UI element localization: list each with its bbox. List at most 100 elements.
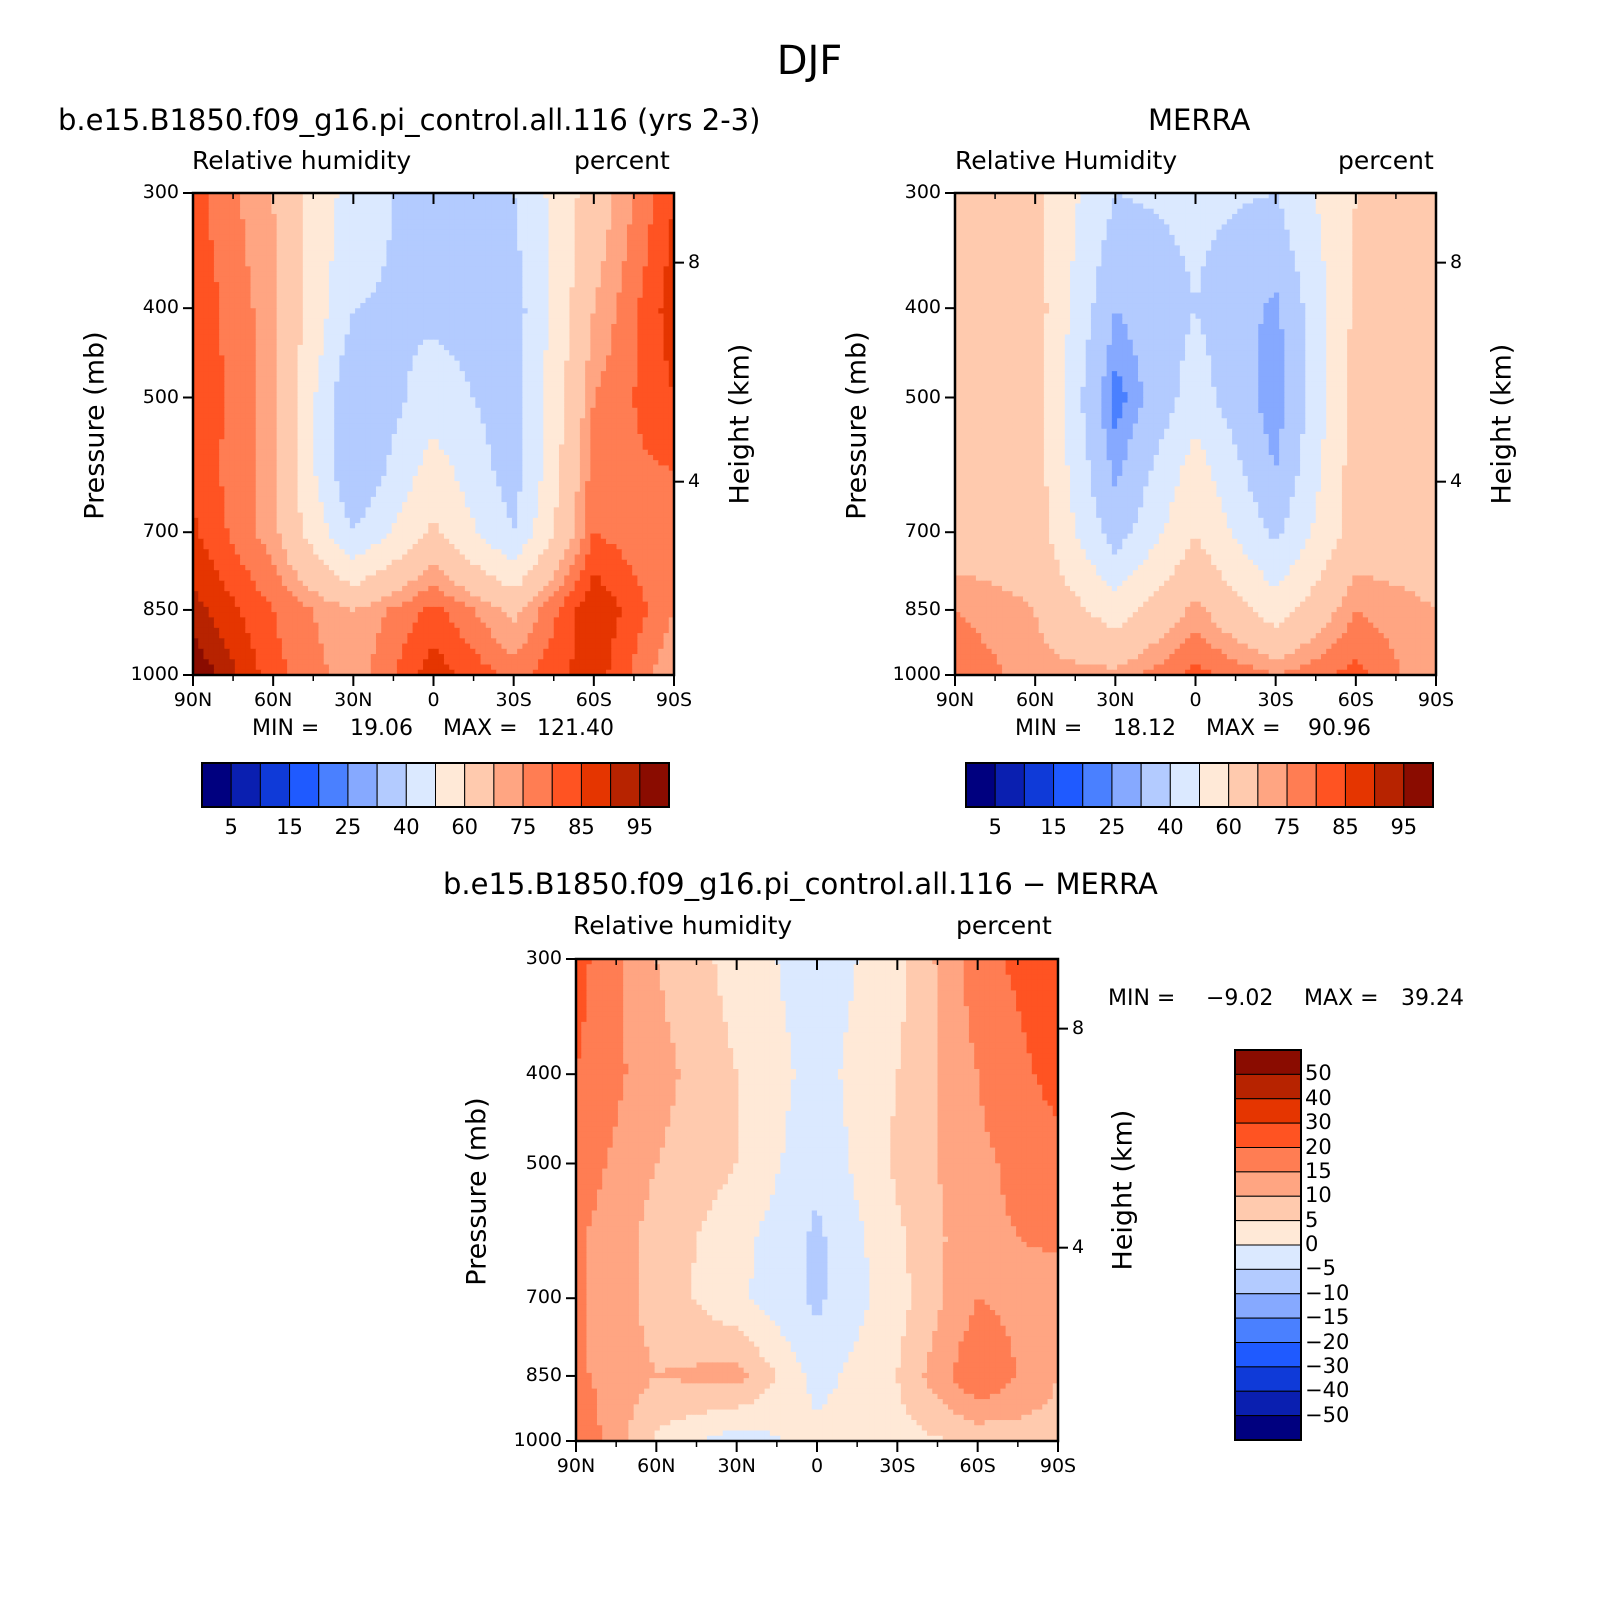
contour-cell — [412, 208, 419, 215]
contour-cell — [491, 292, 497, 299]
contour-cell — [313, 381, 320, 388]
contour-cell — [365, 376, 372, 383]
contour-cell — [323, 360, 330, 367]
contour-cell — [349, 413, 356, 419]
contour-cell — [339, 371, 346, 377]
contour-cell — [417, 418, 424, 425]
contour-cell — [647, 407, 654, 414]
contour-cell — [606, 355, 612, 362]
contour-cell — [632, 449, 638, 456]
contour-cell — [208, 439, 215, 446]
contour-cell — [281, 397, 288, 404]
contour-cell — [407, 376, 414, 383]
contour-cell — [553, 454, 560, 461]
contour-cell — [480, 240, 487, 246]
contour-cell — [511, 240, 518, 246]
contour-cell — [579, 454, 586, 461]
contour-cell — [459, 303, 466, 309]
contour-cell — [255, 444, 262, 451]
contour-cell — [626, 329, 633, 336]
contour-cell — [433, 360, 440, 367]
contour-cell — [229, 397, 236, 404]
contour-cell — [323, 219, 330, 226]
contour-cell — [313, 449, 320, 456]
contour-cell — [339, 308, 346, 315]
contour-cell — [313, 339, 320, 346]
contour-cell — [308, 344, 314, 351]
contour-cell — [647, 465, 654, 472]
contour-cell — [193, 292, 199, 299]
contour-cell — [198, 371, 205, 377]
contour-cell — [449, 449, 456, 456]
contour-cell — [574, 271, 581, 278]
contour-cell — [245, 303, 252, 309]
contour-cell — [464, 308, 471, 315]
contour-cell — [595, 386, 602, 393]
contour-cell — [281, 444, 288, 451]
contour-cell — [658, 376, 665, 383]
contour-cell — [464, 350, 471, 357]
contour-cell — [292, 250, 299, 257]
contour-cell — [464, 250, 471, 257]
contour-cell — [334, 444, 340, 451]
contour-cell — [579, 208, 586, 215]
contour-cell — [443, 193, 450, 199]
contour-cell — [328, 470, 335, 477]
contour-cell — [381, 360, 388, 367]
contour-cell — [543, 266, 550, 273]
contour-cell — [219, 193, 225, 199]
contour-cell — [522, 219, 529, 226]
contour-cell — [485, 271, 492, 278]
contour-cell — [297, 234, 304, 241]
contour-cell — [240, 329, 246, 336]
contour-cell — [642, 407, 649, 414]
contour-cell — [548, 276, 555, 283]
contour-cell — [381, 292, 388, 299]
contour-cell — [428, 360, 435, 367]
contour-cell — [585, 234, 591, 241]
contour-cell — [365, 255, 372, 262]
contour-cell — [412, 303, 419, 309]
contour-cell — [287, 449, 293, 456]
contour-cell — [417, 470, 424, 477]
contour-cell — [527, 365, 534, 372]
contour-cell — [590, 454, 597, 461]
contour-cell — [585, 444, 591, 451]
contour-cell — [480, 439, 487, 446]
contour-cell — [229, 229, 236, 236]
contour-cell — [501, 418, 508, 425]
contour-cell — [281, 323, 288, 330]
contour-cell — [423, 434, 429, 440]
contour-cell — [396, 276, 403, 283]
contour-cell — [637, 213, 644, 220]
contour-cell — [532, 266, 539, 273]
contour-cell — [558, 381, 565, 388]
contour-cell — [668, 323, 675, 330]
contour-cell — [266, 250, 273, 257]
contour-cell — [318, 193, 325, 199]
contour-cell — [443, 198, 450, 205]
contour-cell — [574, 418, 581, 425]
contour-cell — [297, 386, 304, 393]
contour-cell — [511, 313, 518, 320]
contour-cell — [198, 355, 205, 362]
contour-cell — [255, 397, 262, 404]
contour-cell — [647, 313, 654, 320]
contour-cell — [381, 313, 388, 320]
contour-cell — [396, 386, 403, 393]
contour-cell — [250, 271, 257, 278]
contour-cell — [658, 266, 665, 273]
contour-cell — [511, 193, 518, 199]
contour-cell — [668, 439, 675, 446]
contour-cell — [229, 381, 236, 388]
contour-cell — [600, 470, 607, 477]
contour-cell — [386, 386, 393, 393]
contour-cell — [193, 229, 199, 236]
contour-cell — [653, 193, 659, 199]
contour-cell — [511, 439, 518, 446]
contour-cell — [653, 454, 659, 461]
contour-cell — [574, 282, 581, 288]
contour-cell — [250, 428, 257, 435]
contour-cell — [381, 198, 388, 205]
contour-cell — [266, 418, 273, 425]
